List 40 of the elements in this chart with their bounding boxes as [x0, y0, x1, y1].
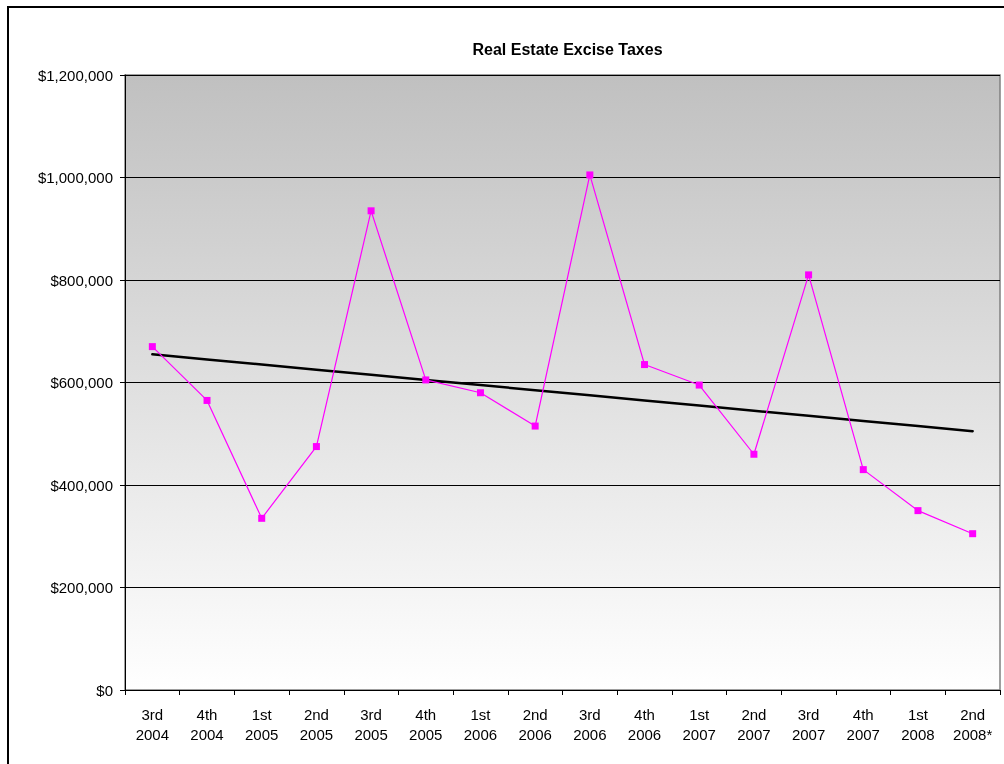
x-tick-label: 2nd 2007 — [737, 705, 771, 743]
x-tick-label: 1st 2005 — [245, 705, 279, 743]
point — [312, 443, 320, 451]
y-tick-label: $600,000 — [50, 374, 113, 391]
point — [641, 361, 649, 369]
point — [203, 396, 211, 404]
x-tick-label: 2nd 2005 — [299, 705, 334, 743]
x-tick-label: 1st 2007 — [682, 705, 716, 743]
y-tick-label: $200,000 — [50, 579, 113, 596]
point — [750, 450, 758, 458]
x-tick-label: 4th 2006 — [627, 705, 662, 743]
point — [148, 343, 156, 351]
point — [476, 389, 484, 397]
x-tick-label: 2nd 2008* — [953, 705, 993, 743]
x-tick-label: 1st 2008 — [901, 705, 935, 743]
x-tick-label: 4th 2005 — [409, 705, 443, 743]
x-tick-label: 4th 2007 — [846, 705, 880, 743]
y-tick-label: $800,000 — [50, 271, 113, 289]
point — [805, 271, 813, 279]
chart-title: Real Estate Excise Taxes — [472, 40, 663, 58]
point — [531, 422, 539, 430]
x-tick-label: 2nd 2006 — [518, 705, 552, 743]
x-tick-label: 3rd 2004 — [135, 705, 170, 743]
point — [914, 507, 922, 515]
point — [422, 376, 430, 384]
y-tick-label: $0 — [96, 681, 113, 699]
point — [258, 514, 266, 522]
point — [586, 171, 594, 179]
x-tick-label: 1st 2006 — [463, 705, 498, 743]
y-tick-label: $1,000,000 — [37, 169, 113, 186]
y-tick-label: $1,200,000 — [37, 66, 113, 84]
x-tick-label: 3rd 2006 — [573, 705, 607, 743]
x-tick-label: 3rd 2005 — [354, 705, 388, 743]
x-tick-label: 3rd 2007 — [791, 705, 826, 743]
y-tick-label: $400,000 — [50, 476, 113, 494]
point — [859, 466, 867, 474]
point — [695, 381, 703, 389]
point — [367, 207, 375, 215]
point — [969, 530, 977, 538]
x-tick-label: 4th 2004 — [190, 705, 224, 743]
